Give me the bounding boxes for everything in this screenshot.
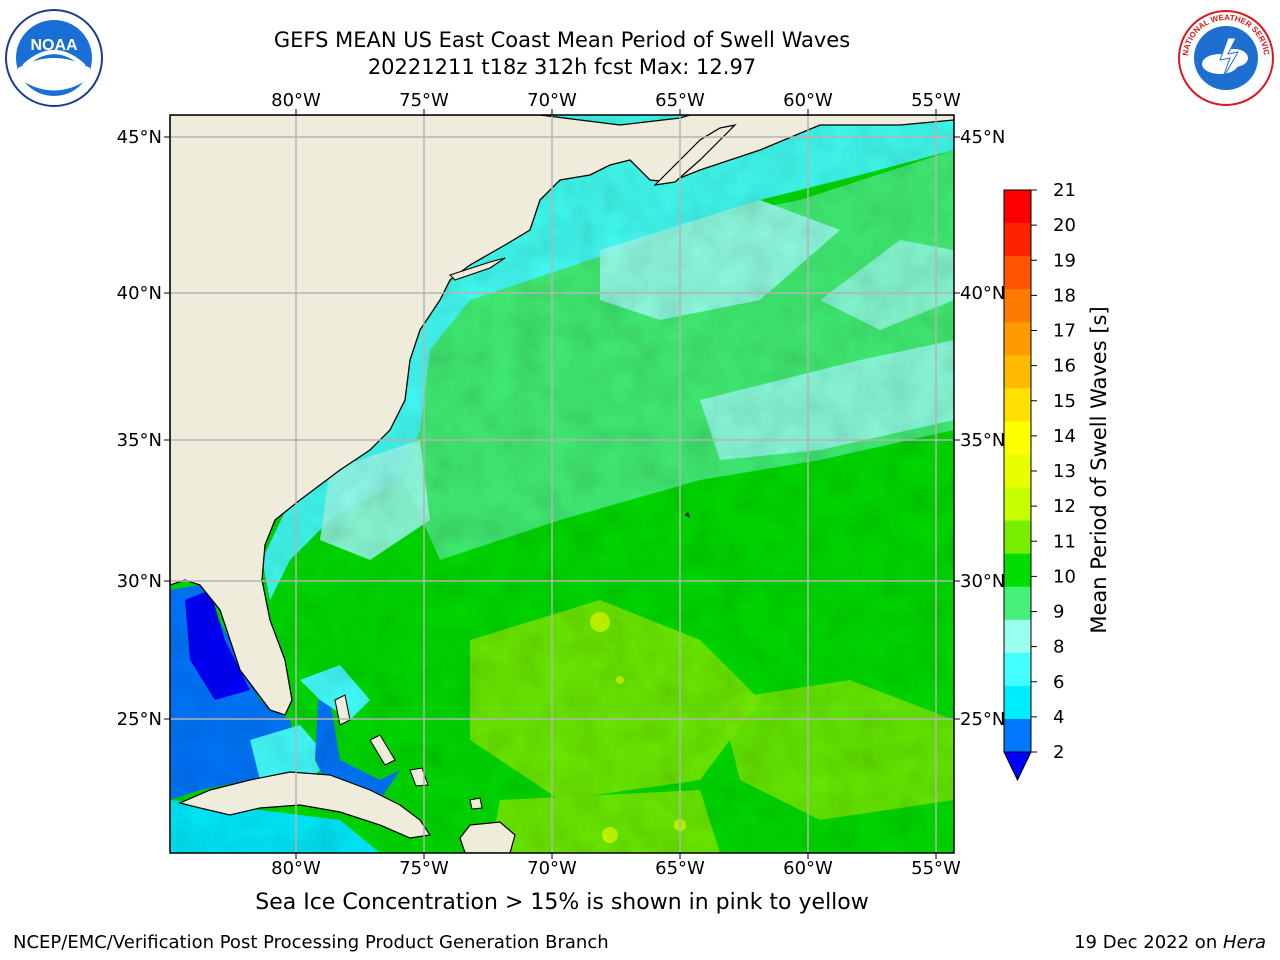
colorbar-tick-label: 8 [1053, 637, 1064, 658]
lon-label-bottom: 65°W [655, 858, 705, 879]
colorbar-tick-label: 21 [1053, 180, 1076, 201]
colorbar-tick-label: 14 [1053, 426, 1076, 447]
lon-label-bottom: 60°W [783, 858, 833, 879]
colorbar-segment [1004, 520, 1031, 555]
colorbar-tick-label: 2 [1053, 742, 1064, 763]
lat-label-right: 35°N [960, 430, 1005, 451]
footer-credit: NCEP/EMC/Verification Post Processing Pr… [13, 932, 609, 953]
colorbar-tick-label: 12 [1053, 496, 1076, 517]
colorbar-segment [1004, 223, 1031, 257]
sea-ice-caption: Sea Ice Concentration > 15% is shown in … [255, 890, 869, 915]
lon-label-top: 75°W [399, 90, 449, 111]
footer-date: 19 Dec 2022 on Hera [1074, 932, 1266, 953]
colorbar-segment [1004, 421, 1031, 455]
colorbar-tick-label: 20 [1053, 215, 1076, 236]
lon-label-top: 60°W [783, 90, 833, 111]
colorbar-segment [1004, 586, 1031, 621]
map-title: GEFS MEAN US East Coast Mean Period of S… [273, 28, 851, 52]
colorbar-tick-label: 16 [1053, 356, 1076, 377]
colorbar-segment [1004, 388, 1031, 422]
colorbar-segment [1004, 685, 1031, 720]
lat-label-right: 40°N [960, 283, 1005, 304]
colorbar-label: Mean Period of Swell Waves [s] [1087, 306, 1111, 633]
colorbar-segment [1004, 718, 1031, 753]
cuba-land [178, 771, 432, 839]
map-frame [169, 114, 955, 854]
lon-label-top: 80°W [271, 90, 321, 111]
colorbar-segment [1004, 619, 1031, 654]
lon-label-bottom: 55°W [911, 858, 961, 879]
lon-label-bottom: 75°W [399, 858, 449, 879]
colorbar-tick-label: 17 [1053, 321, 1076, 342]
colorbar-segment [1004, 355, 1031, 389]
lat-label-left: 40°N [117, 283, 162, 304]
colorbar-tick-label: 15 [1053, 391, 1076, 412]
lon-label-top: 70°W [527, 90, 577, 111]
graticule [170, 115, 954, 853]
lat-label-right: 25°N [960, 709, 1005, 730]
lat-label-left: 45°N [117, 127, 162, 148]
colorbar-segment [1004, 487, 1031, 522]
lon-label-bottom: 80°W [271, 858, 321, 879]
lon-label-top: 55°W [911, 90, 961, 111]
footer-date-text: 19 Dec 2022 on [1074, 932, 1223, 953]
colorbar-extend-triangle [1003, 751, 1032, 782]
colorbar-tick-label: 4 [1053, 707, 1064, 728]
colorbar-segment [1004, 289, 1031, 323]
colorbar-tick-label: 9 [1053, 602, 1064, 623]
forecast-subtitle: 20221211 t18z 312h fcst Max: 12.97 [367, 55, 757, 79]
colorbar-tick-label: 6 [1053, 672, 1064, 693]
lat-label-right: 45°N [960, 127, 1005, 148]
colorbar-segment [1004, 553, 1031, 588]
lat-label-right: 30°N [960, 571, 1005, 592]
colorbar-segment [1004, 322, 1031, 356]
lat-label-left: 25°N [117, 709, 162, 730]
lon-label-bottom: 70°W [527, 858, 577, 879]
colorbar-tick-label: 18 [1053, 285, 1076, 306]
colorbar-tick-label: 13 [1053, 461, 1076, 482]
colorbar-tick-label: 11 [1053, 531, 1076, 552]
lon-label-top: 65°W [655, 90, 705, 111]
noaa-logo: NOAA [5, 9, 103, 107]
lat-label-left: 35°N [117, 430, 162, 451]
noaa-logo-text: NOAA [30, 37, 78, 54]
colorbar: 21 20 19 18 17 16 15 14 13 12 11 10 9 8 6 4 2 [1003, 180, 1076, 782]
footer-host: Hera [1222, 932, 1266, 953]
colorbar-segment [1004, 190, 1031, 224]
map-area [170, 115, 954, 853]
lat-label-left: 30°N [117, 571, 162, 592]
colorbar-segment [1004, 652, 1031, 687]
colorbar-segment [1004, 256, 1031, 290]
colorbar-tick-label: 19 [1053, 250, 1076, 271]
colorbar-segment [1004, 454, 1031, 489]
north-america-land [170, 115, 954, 716]
colorbar-tick-label: 10 [1053, 566, 1076, 587]
nws-logo: NATIONAL WEATHER SERVICE [1176, 8, 1274, 106]
